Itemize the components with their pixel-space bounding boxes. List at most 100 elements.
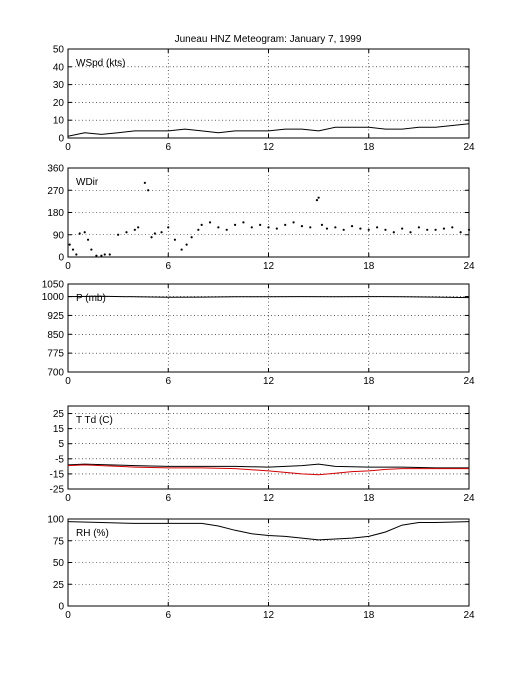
data-point: [143, 181, 146, 184]
x-tick-label: 18: [363, 493, 375, 504]
data-point: [342, 228, 345, 231]
y-tick-label: 1000: [42, 292, 65, 303]
x-tick-label: 6: [165, 261, 171, 272]
data-point: [147, 189, 150, 192]
y-tick-label: 90: [53, 230, 65, 241]
chart-title: Juneau HNZ Meteogram: January 7, 1999: [175, 34, 362, 45]
panel-wspd: 0 6 12 18 24 0 10 20 30 40 50 WSpd (kts): [53, 45, 475, 154]
data-point: [275, 227, 278, 230]
x-tick-label: 24: [463, 493, 475, 504]
data-point: [173, 238, 177, 241]
data-point: [167, 226, 170, 229]
data-point: [137, 226, 140, 229]
data-point: [242, 221, 245, 224]
y-tick-label: -15: [50, 469, 65, 480]
data-point: [434, 228, 437, 231]
data-point: [401, 227, 404, 230]
y-tick-label: 100: [47, 515, 64, 526]
x-tick-label: 12: [263, 376, 275, 387]
x-tick-label: 18: [363, 261, 375, 272]
data-point: [376, 226, 379, 229]
data-point: [90, 248, 93, 251]
data-point: [95, 254, 98, 257]
x-tick-label: 6: [165, 376, 171, 387]
data-point: [259, 223, 262, 226]
y-tick-label: 30: [53, 80, 65, 91]
data-point: [217, 226, 220, 229]
y-tick-label: 850: [47, 330, 64, 341]
y-tick-label: 1050: [42, 280, 65, 291]
data-point: [292, 221, 295, 224]
data-point: [417, 226, 420, 229]
data-point: [190, 236, 193, 239]
x-tick-label: 12: [263, 610, 275, 621]
x-tick-label: 18: [363, 142, 375, 153]
data-point: [86, 238, 90, 241]
data-point: [284, 223, 287, 226]
data-point: [315, 199, 319, 202]
x-tick-label: 0: [65, 610, 71, 621]
y-tick-label: 775: [47, 349, 64, 360]
y-tick-label: 25: [53, 580, 65, 591]
data-point: [426, 228, 429, 231]
data-point: [317, 196, 320, 199]
data-point: [117, 233, 120, 236]
x-tick-label: 6: [165, 610, 171, 621]
y-tick-label: -25: [50, 485, 65, 496]
y-tick-label: 50: [53, 558, 65, 569]
data-point: [309, 226, 312, 229]
panel-label: P (mb): [76, 293, 106, 304]
data-point: [68, 243, 71, 246]
data-point: [334, 226, 337, 229]
y-tick-label: 50: [53, 45, 65, 56]
y-tick-label: 10: [53, 116, 65, 127]
y-tick-label: 0: [58, 253, 64, 264]
y-tick-label: 0: [58, 134, 64, 145]
data-point: [392, 231, 395, 234]
series-line-1: [67, 464, 469, 476]
data-point: [125, 231, 128, 234]
data-point: [197, 228, 200, 231]
data-point: [300, 224, 304, 228]
data-point: [75, 253, 78, 256]
x-tick-label: 0: [65, 376, 71, 387]
data-point: [225, 228, 228, 231]
x-tick-label: 12: [263, 493, 275, 504]
y-tick-label: 15: [53, 424, 65, 435]
x-tick-label: 0: [65, 493, 71, 504]
panel-label: WDir: [76, 177, 99, 188]
series-line-0: [67, 463, 469, 469]
data-point: [185, 243, 188, 246]
x-tick-label: 24: [463, 142, 475, 153]
data-point: [150, 236, 153, 239]
data-point: [267, 226, 270, 229]
panel-label: RH (%): [76, 528, 109, 539]
y-tick-label: 40: [53, 62, 65, 73]
data-point: [83, 231, 86, 234]
x-tick-label: 24: [463, 376, 475, 387]
data-point: [233, 223, 237, 226]
y-tick-label: 700: [47, 368, 64, 379]
y-tick-label: 25: [53, 409, 65, 420]
data-point: [78, 232, 81, 235]
x-tick-label: 6: [165, 493, 171, 504]
x-tick-label: 12: [263, 261, 275, 272]
x-tick-label: 0: [65, 261, 71, 272]
data-point: [208, 221, 212, 224]
data-point: [350, 224, 354, 228]
plot-frame: [67, 48, 470, 139]
y-tick-label: 5: [58, 439, 64, 450]
data-point: [409, 231, 412, 234]
panel-label: WSpd (kts): [76, 58, 125, 69]
data-point: [153, 232, 156, 235]
series-line-0: [67, 521, 470, 541]
data-point: [100, 254, 103, 257]
data-point: [250, 226, 253, 229]
data-point: [180, 248, 183, 251]
data-point: [103, 253, 106, 256]
y-tick-label: 75: [53, 536, 65, 547]
data-point: [108, 253, 111, 256]
